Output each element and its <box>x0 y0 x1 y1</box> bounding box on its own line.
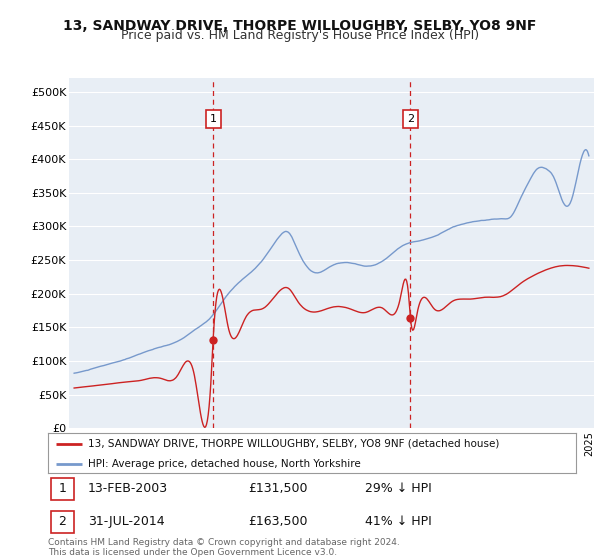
Text: £131,500: £131,500 <box>248 482 308 496</box>
Text: 2: 2 <box>407 114 414 124</box>
Text: 13-FEB-2003: 13-FEB-2003 <box>88 482 168 496</box>
Text: HPI: Average price, detached house, North Yorkshire: HPI: Average price, detached house, Nort… <box>88 459 361 469</box>
Text: 1: 1 <box>59 482 67 496</box>
FancyBboxPatch shape <box>50 478 74 500</box>
FancyBboxPatch shape <box>50 511 74 533</box>
Text: 41% ↓ HPI: 41% ↓ HPI <box>365 515 431 529</box>
Text: 2: 2 <box>59 515 67 529</box>
Text: 29% ↓ HPI: 29% ↓ HPI <box>365 482 431 496</box>
Text: 1: 1 <box>209 114 217 124</box>
Text: 31-JUL-2014: 31-JUL-2014 <box>88 515 164 529</box>
Text: 13, SANDWAY DRIVE, THORPE WILLOUGHBY, SELBY, YO8 9NF: 13, SANDWAY DRIVE, THORPE WILLOUGHBY, SE… <box>64 19 536 33</box>
Text: £163,500: £163,500 <box>248 515 308 529</box>
Text: Price paid vs. HM Land Registry's House Price Index (HPI): Price paid vs. HM Land Registry's House … <box>121 29 479 42</box>
Text: Contains HM Land Registry data © Crown copyright and database right 2024.
This d: Contains HM Land Registry data © Crown c… <box>48 538 400 557</box>
Text: 13, SANDWAY DRIVE, THORPE WILLOUGHBY, SELBY, YO8 9NF (detached house): 13, SANDWAY DRIVE, THORPE WILLOUGHBY, SE… <box>88 439 499 449</box>
